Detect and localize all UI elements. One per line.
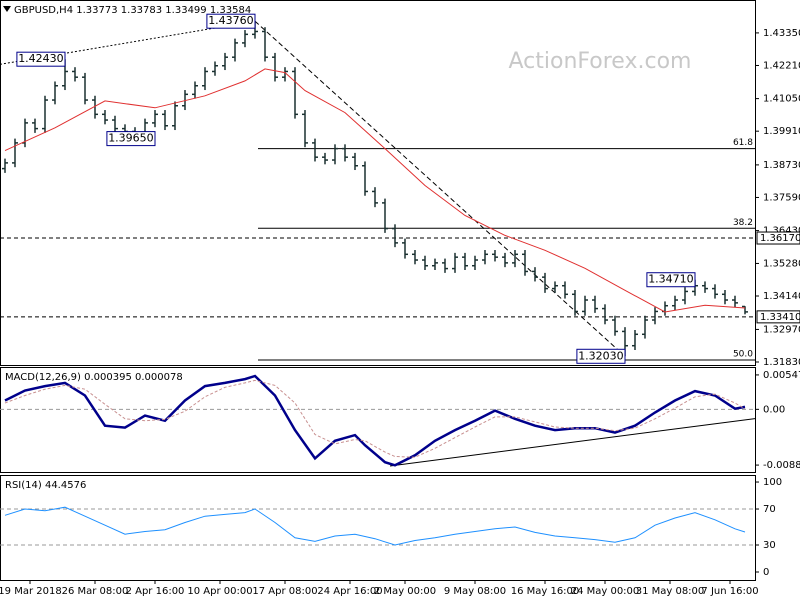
- x-tick-label: 26 Mar 08:00: [62, 586, 129, 597]
- x-tick-label: 17 Apr 08:00: [252, 586, 317, 597]
- symbol-triangle: [3, 6, 11, 12]
- x-tick-label: 7 Jun 16:00: [701, 586, 758, 597]
- y-tick-label: 1.35280: [763, 258, 800, 269]
- annotation-label: 1.39650: [108, 132, 154, 145]
- fib-label: 38.2: [733, 218, 753, 228]
- y-tick-label: 1.37590: [763, 192, 800, 203]
- x-tick-label: 16 May 16:00: [511, 586, 580, 597]
- annotation-label: 1.42430: [18, 52, 64, 65]
- x-tick-label: 24 Apr 16:00: [317, 586, 382, 597]
- y-tick-label: 1.38730: [763, 160, 800, 171]
- panel-title: GBPUSD,H4 1.33773 1.33783 1.33499 1.3358…: [14, 5, 251, 16]
- trendline: [389, 418, 756, 467]
- level-tag: [756, 231, 800, 245]
- series-line: [4, 506, 746, 546]
- annotation-box: [206, 13, 256, 29]
- y-tick-label: 1.39910: [763, 126, 800, 137]
- panel-title: MACD(12,26,9) 0.000395 0.000078: [5, 372, 183, 383]
- y-tick-label: 1.34140: [763, 291, 800, 302]
- annotation-box: [576, 348, 626, 364]
- level-tag-label: 1.33410: [760, 312, 800, 323]
- y-tick-label: 1.41050: [763, 94, 800, 105]
- x-tick-label: 31 May 08:00: [636, 586, 705, 597]
- y-tick-label: -0.00886: [763, 460, 800, 471]
- series-line: [4, 68, 746, 313]
- y-tick-label: 1.36430: [763, 226, 800, 237]
- x-tick-label: 2 Apr 16:00: [126, 586, 185, 597]
- annotation-label: 1.32030: [578, 349, 624, 362]
- x-tick-label: 2 May 00:00: [374, 586, 436, 597]
- y-tick-label: 1.42210: [763, 60, 800, 71]
- watermark: ActionForex.com: [509, 49, 692, 74]
- y-tick-label: 1.43350: [763, 28, 800, 39]
- level-tag-label: 1.36170: [760, 233, 800, 244]
- trendline: [0, 20, 256, 65]
- annotation-label: 1.43760: [208, 14, 254, 27]
- y-tick-label: 1.31830: [763, 357, 800, 368]
- y-tick-label: 100: [763, 477, 782, 488]
- fib-label: 61.8: [733, 138, 753, 148]
- annotation-label: 1.34710: [648, 273, 694, 286]
- x-tick-label: 19 Mar 2018: [0, 586, 62, 597]
- y-tick-label: 30: [763, 540, 776, 551]
- annotation-box: [16, 51, 66, 67]
- series-line: [4, 374, 746, 467]
- trendline: [254, 20, 626, 357]
- fib-label: 50.0: [733, 350, 753, 360]
- y-tick-label: 0: [763, 567, 769, 578]
- macd-panel: [0, 367, 756, 473]
- level-tag: [756, 310, 800, 324]
- series-line: [4, 379, 746, 458]
- y-tick-label: 70: [763, 504, 776, 515]
- price-panel: [0, 0, 756, 366]
- y-tick-label: 1.32970: [763, 324, 800, 335]
- annotation-box: [646, 272, 696, 288]
- annotation-box: [106, 131, 156, 147]
- x-tick-label: 9 May 08:00: [444, 586, 506, 597]
- rsi-panel: [0, 475, 756, 581]
- y-tick-label: 0.00: [763, 404, 785, 415]
- y-tick-label: 0.00547: [763, 370, 800, 381]
- panel-title: RSI(14) 44.4576: [5, 480, 86, 491]
- x-tick-label: 24 May 00:00: [571, 586, 640, 597]
- x-tick-label: 10 Apr 00:00: [187, 586, 252, 597]
